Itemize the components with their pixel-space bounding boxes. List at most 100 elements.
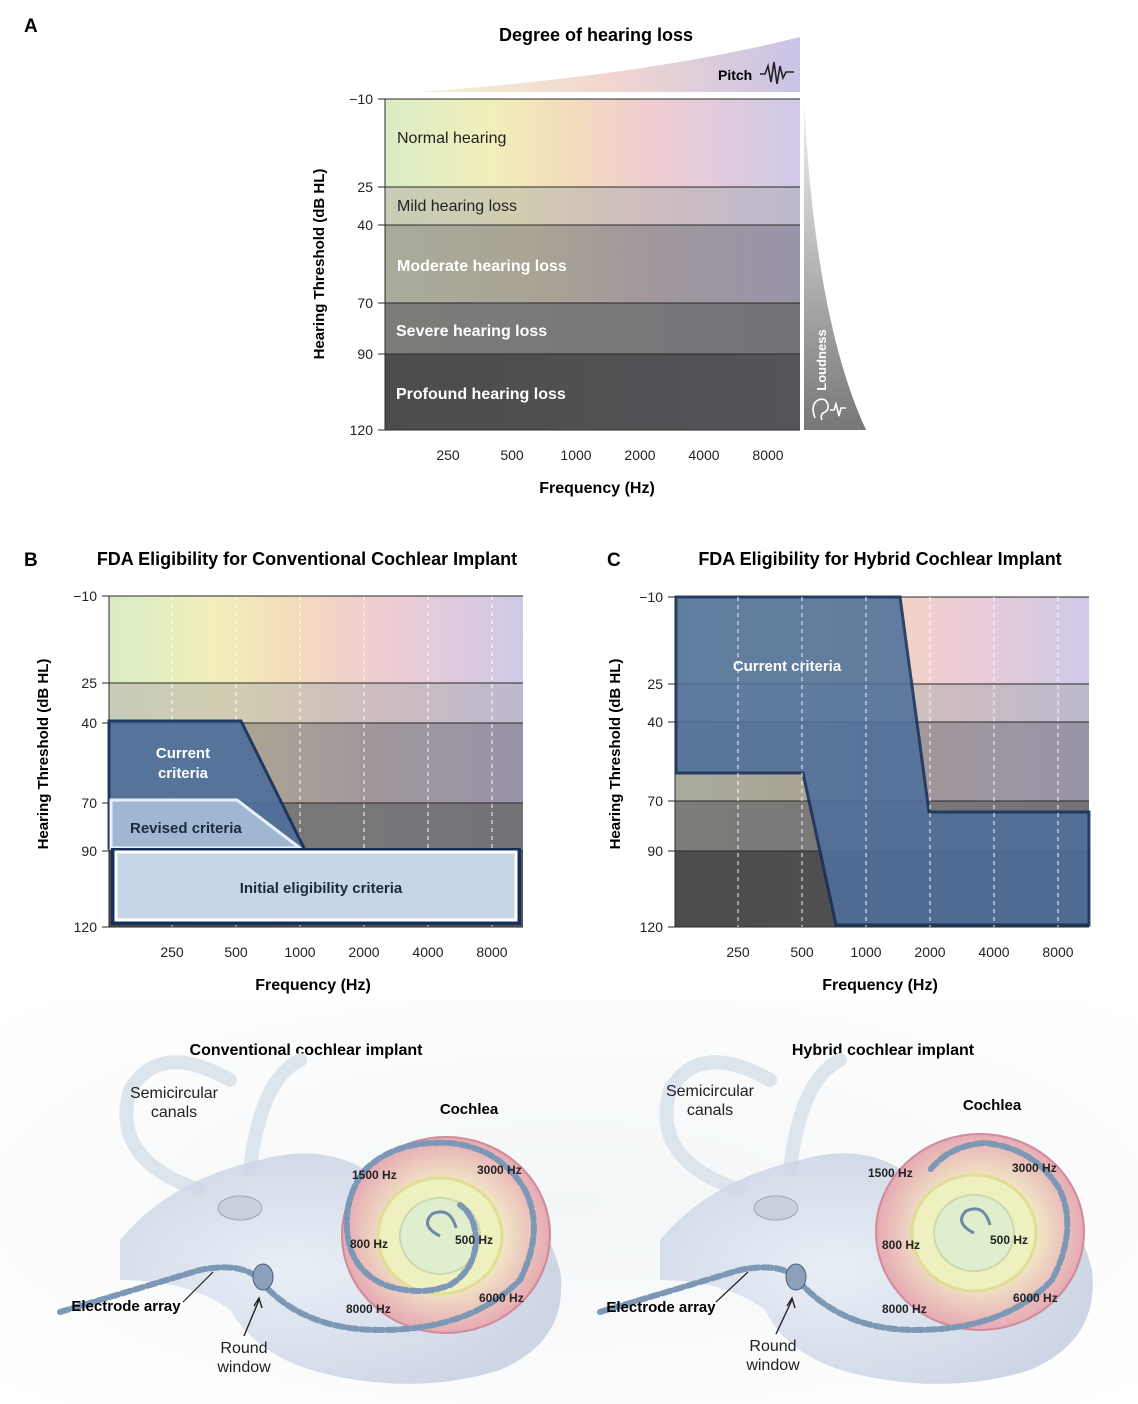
a-xtick: 500 (500, 447, 524, 463)
b-xtick: 250 (160, 944, 184, 960)
b-band-mild (109, 683, 523, 723)
current-criteria-label-b: Current criteria (156, 745, 210, 782)
loudness-label: Loudness (814, 329, 829, 390)
panel-c-xlabel: Frequency (Hz) (822, 977, 938, 994)
band-normal (385, 99, 800, 187)
round-window-label-right: Round window (745, 1338, 800, 1374)
arrow-icon (775, 1296, 796, 1335)
freq-label: 1500 Hz (352, 1168, 397, 1182)
panel-c: C FDA Eligibility for Hybrid Cochlear Im… (607, 549, 1091, 994)
c-ytick: 25 (647, 676, 663, 692)
region-hybrid-current-criteria (674, 595, 1091, 927)
a-ytick: 120 (350, 422, 374, 438)
b-ytick: −10 (73, 588, 97, 604)
waveform-icon (760, 61, 794, 85)
pitch-wedge (420, 37, 800, 92)
c-ytick: −10 (639, 589, 663, 605)
b-xtick: 500 (224, 944, 248, 960)
c-xtick: 2000 (914, 944, 945, 960)
round-window-shape (252, 1263, 274, 1291)
electrode-label-left: Electrode array (71, 1298, 181, 1315)
b-ytick: 90 (81, 843, 97, 859)
freq-label: 6000 Hz (479, 1291, 524, 1305)
band-severe (385, 303, 800, 354)
b-band-normal (109, 596, 523, 683)
b-xtick: 1000 (284, 944, 315, 960)
band-mild (385, 187, 800, 225)
c-ytick: 90 (647, 843, 663, 859)
anatomy-right-title: Hybrid cochlear implant (792, 1042, 975, 1059)
a-ytick: 40 (357, 217, 373, 233)
electrode-label-right: Electrode array (606, 1299, 716, 1316)
b-ytick: 25 (81, 675, 97, 691)
anatomy-hybrid: Hybrid cochlear implant Semicircular cana… (597, 1042, 1093, 1384)
pitch-label: Pitch (718, 67, 752, 83)
a-ytick: 70 (357, 295, 373, 311)
b-ytick: 120 (74, 919, 98, 935)
ear-icon (812, 398, 846, 421)
c-xtick: 1000 (850, 944, 881, 960)
band-label-moderate: Moderate hearing loss (397, 258, 567, 275)
band-label-profound: Profound hearing loss (396, 386, 566, 403)
freq-label: 800 Hz (350, 1237, 388, 1251)
revised-criteria-label: Revised criteria (130, 820, 242, 837)
c-gridlines (737, 597, 1059, 927)
round-window-label-left: Round window (216, 1340, 271, 1376)
a-ytick: 25 (357, 179, 373, 195)
modiolus-spiral (426, 1210, 458, 1238)
b-xtick: 4000 (412, 944, 443, 960)
band-label-severe: Severe hearing loss (396, 323, 547, 340)
arrow-icon (243, 1296, 263, 1337)
panel-c-letter: C (607, 550, 621, 571)
panel-a-letter: A (24, 16, 38, 37)
panel-c-title: FDA Eligibility for Hybrid Cochlear Impl… (698, 549, 1061, 569)
c-ytick: 120 (640, 919, 664, 935)
semicircular-canals-shape (659, 1053, 847, 1197)
panel-a-title: Degree of hearing loss (499, 25, 693, 45)
panel-b-ylabel: Hearing Threshold (dB HL) (35, 659, 52, 850)
cochlea-label-left: Cochlea (440, 1101, 499, 1118)
c-xtick: 250 (726, 944, 750, 960)
electrode-array-shape (57, 1139, 537, 1334)
anatomy-conventional: Conventional cochlear implant Semicircul… (57, 1042, 562, 1384)
panel-b-letter: B (24, 550, 38, 571)
freq-label: 6000 Hz (1013, 1291, 1058, 1305)
panel-b-xlabel: Frequency (Hz) (255, 977, 371, 994)
band-label-normal: Normal hearing (397, 130, 506, 147)
semicircular-label-right: Semicircular canals (666, 1083, 755, 1119)
freq-label: 3000 Hz (477, 1163, 522, 1177)
freq-label: 3000 Hz (1012, 1161, 1057, 1175)
a-xtick: 4000 (688, 447, 719, 463)
b-xtick: 8000 (476, 944, 507, 960)
freq-label: 1500 Hz (868, 1166, 913, 1180)
modiolus-spiral (960, 1207, 992, 1235)
a-ytick: −10 (349, 91, 373, 107)
freq-label: 800 Hz (882, 1238, 920, 1252)
freq-label: 500 Hz (990, 1233, 1028, 1247)
a-xtick: 250 (436, 447, 460, 463)
a-xtick: 1000 (560, 447, 591, 463)
oval-window-shape (753, 1195, 799, 1221)
leader-line (715, 1271, 749, 1303)
panel-a-ylabel: Hearing Threshold (dB HL) (311, 169, 328, 360)
band-dividers (378, 98, 800, 431)
c-ytick: 70 (647, 793, 663, 809)
b-ytick: 40 (81, 715, 97, 731)
panel-a-xlabel: Frequency (Hz) (539, 480, 655, 497)
region-initial-criteria (114, 850, 518, 922)
freq-label: 500 Hz (455, 1233, 493, 1247)
leader-line (182, 1271, 214, 1303)
initial-criteria-label: Initial eligibility criteria (240, 880, 403, 897)
cochlea-label-right: Cochlea (963, 1097, 1022, 1114)
c-xtick: 4000 (978, 944, 1009, 960)
panel-c-ylabel: Hearing Threshold (dB HL) (607, 659, 624, 850)
b-xtick: 2000 (348, 944, 379, 960)
freq-label: 8000 Hz (346, 1302, 391, 1316)
c-ytick: 40 (647, 714, 663, 730)
a-xtick: 8000 (752, 447, 783, 463)
b-ytick: 70 (81, 795, 97, 811)
a-xtick: 2000 (624, 447, 655, 463)
round-window-shape (785, 1263, 807, 1291)
band-moderate (385, 225, 800, 303)
